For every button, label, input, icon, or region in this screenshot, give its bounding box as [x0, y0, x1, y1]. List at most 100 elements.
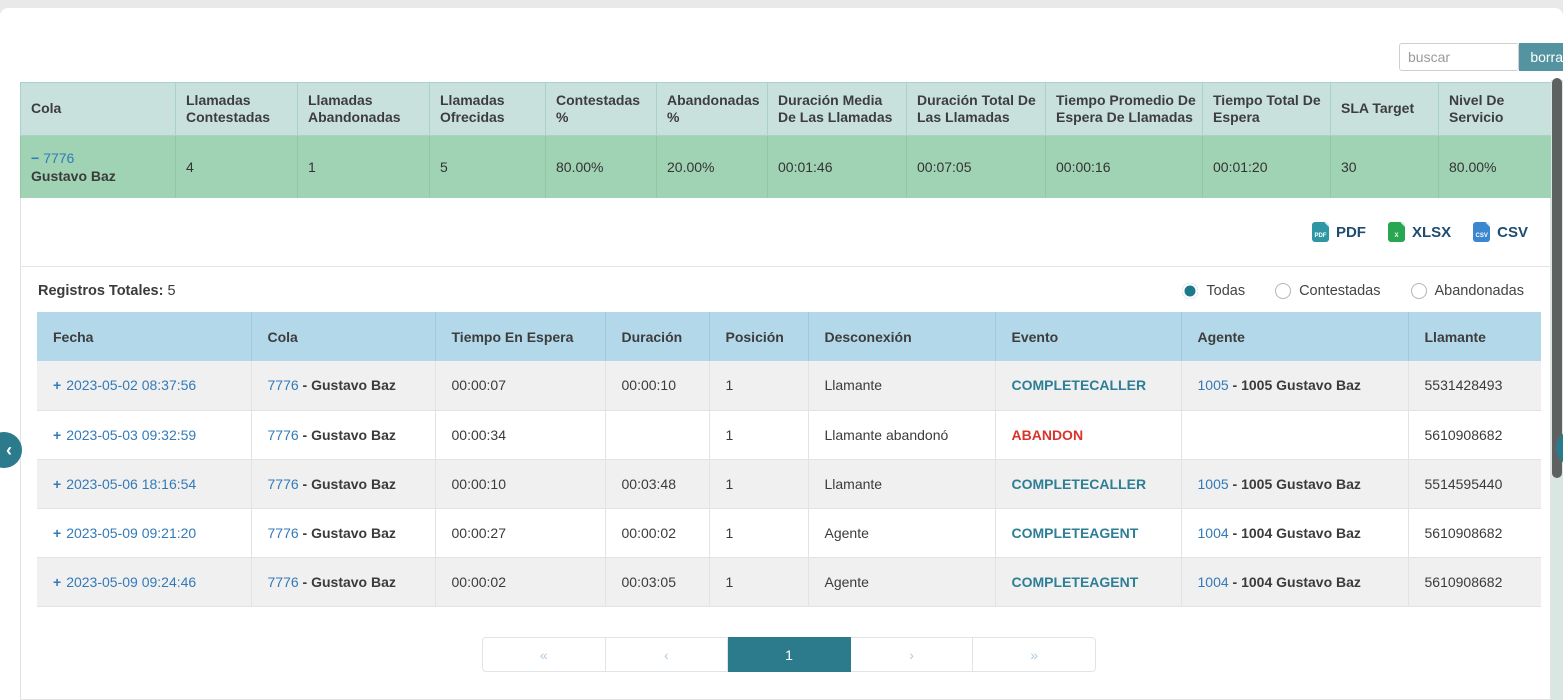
queue-id-link[interactable]: 7776	[267, 377, 299, 394]
export-pdf-button[interactable]: PDF PDF	[1311, 222, 1366, 242]
detail-col-header: Duración	[605, 312, 710, 361]
pagination-page-1-button[interactable]: 1	[728, 637, 851, 672]
queue-id-link[interactable]: 7776	[267, 573, 299, 590]
queue-name: Gustavo Baz	[31, 168, 116, 184]
disconnect-cell: Agente	[808, 557, 996, 607]
expand-row-icon[interactable]: +	[53, 475, 62, 492]
disconnect-cell: Llamante	[808, 361, 996, 411]
summary-col-header: Tiempo Promedio De Espera De Llamadas	[1045, 82, 1203, 136]
panel-collapse-right-button[interactable]: ›	[1556, 430, 1563, 466]
summary-col-header: Llamadas Abandonadas	[297, 82, 430, 136]
summary-value-cell: 30	[1330, 135, 1439, 199]
summary-value-cell: 80.00%	[1438, 135, 1552, 199]
event-cell: ABANDON	[1011, 426, 1084, 443]
call-date-link[interactable]: 2023-05-02 08:37:56	[66, 377, 197, 394]
wait-time-cell: 00:00:07	[435, 361, 606, 411]
queue-id-link[interactable]: 7776	[267, 524, 299, 541]
summary-value-cell: 5	[429, 135, 546, 199]
radio-checked-icon[interactable]	[1182, 283, 1199, 299]
caller-cell: 5610908682	[1408, 508, 1541, 558]
expand-row-icon[interactable]: +	[53, 573, 62, 590]
collapse-queue-icon[interactable]: −	[31, 150, 40, 166]
agent-id-link[interactable]: 1004	[1197, 524, 1229, 541]
export-toolbar: PDF PDF X XLSX CSV CSV	[21, 198, 1550, 266]
summary-col-header: Contestadas %	[545, 82, 657, 136]
wait-time-cell: 00:00:27	[435, 508, 606, 558]
wait-time-cell: 00:00:34	[435, 410, 606, 460]
disconnect-cell: Llamante	[808, 459, 996, 509]
detail-col-header: Evento	[995, 312, 1182, 361]
position-cell: 1	[709, 557, 809, 607]
agent-name: - 1005 Gustavo Baz	[1232, 475, 1361, 492]
detail-col-header: Cola	[251, 312, 436, 361]
expand-row-icon[interactable]: +	[53, 524, 62, 541]
agent-name: - 1004 Gustavo Baz	[1232, 573, 1361, 590]
position-cell: 1	[709, 508, 809, 558]
export-pdf-label: PDF	[1335, 223, 1366, 241]
expand-row-icon[interactable]: +	[53, 377, 62, 394]
caller-cell: 5531428493	[1408, 361, 1541, 411]
duration-cell: 00:03:05	[605, 557, 710, 607]
radio-unchecked-icon[interactable]	[1275, 283, 1292, 299]
event-cell: COMPLETEAGENT	[1011, 573, 1139, 590]
agent-name: - 1005 Gustavo Baz	[1232, 377, 1361, 394]
vertical-scrollbar-thumb[interactable]	[1552, 78, 1562, 478]
duration-cell	[605, 410, 710, 460]
position-cell: 1	[709, 410, 809, 460]
table-row: +2023-05-03 09:32:59 7776 - Gustavo Baz …	[37, 410, 1541, 460]
disconnect-cell: Llamante abandonó	[808, 410, 996, 460]
event-cell: COMPLETEAGENT	[1011, 524, 1139, 541]
panel-collapse-left-button[interactable]: ‹	[0, 432, 22, 468]
queue-id-link[interactable]: 7776	[43, 150, 75, 166]
summary-col-header: Llamadas Ofrecidas	[429, 82, 546, 136]
call-date-link[interactable]: 2023-05-03 09:32:59	[66, 426, 197, 443]
pagination-prev-button[interactable]: ‹	[605, 637, 729, 672]
xlsx-file-icon: X	[1387, 222, 1405, 242]
call-detail-table: Fecha Cola Tiempo En Espera Duración Pos…	[37, 312, 1541, 607]
clear-search-button[interactable]: borrar	[1519, 43, 1563, 71]
queue-id-link[interactable]: 7776	[267, 475, 299, 492]
queue-id-link[interactable]: 7776	[267, 426, 299, 443]
summary-col-header: SLA Target	[1330, 82, 1439, 136]
summary-value-cell: 20.00%	[656, 135, 768, 199]
summary-value-cell: 00:01:20	[1202, 135, 1331, 199]
filter-contestadas-label: Contestadas	[1299, 283, 1381, 299]
chevron-left-icon: ‹	[6, 439, 12, 460]
queue-name: - Gustavo Baz	[302, 426, 396, 443]
position-cell: 1	[709, 361, 809, 411]
summary-col-header: Duración Media De Las Llamadas	[767, 82, 907, 136]
detail-col-header: Desconexión	[808, 312, 996, 361]
summary-value-cell: 00:01:46	[767, 135, 907, 199]
radio-unchecked-icon[interactable]	[1410, 283, 1427, 299]
summary-value-cell: 00:07:05	[906, 135, 1046, 199]
summary-col-header: Duración Total De Las Llamadas	[906, 82, 1046, 136]
detail-col-header: Tiempo En Espera	[435, 312, 606, 361]
agent-id-link[interactable]: 1004	[1197, 573, 1229, 590]
export-csv-button[interactable]: CSV CSV	[1473, 222, 1528, 242]
agent-id-link[interactable]: 1005	[1197, 475, 1229, 492]
filter-todas[interactable]: Todas	[1182, 283, 1245, 299]
call-type-filters: Todas Contestadas Abandonadas	[1182, 283, 1524, 299]
export-csv-label: CSV	[1497, 223, 1528, 241]
queue-name: - Gustavo Baz	[302, 524, 396, 541]
summary-col-header: Llamadas Contestadas	[175, 82, 298, 136]
duration-cell: 00:00:02	[605, 508, 710, 558]
export-xlsx-label: XLSX	[1411, 223, 1452, 241]
filter-abandonadas[interactable]: Abandonadas	[1410, 283, 1524, 299]
search-input[interactable]	[1399, 43, 1519, 71]
summary-header-row: Cola Llamadas Contestadas Llamadas Aband…	[20, 82, 1552, 136]
call-date-link[interactable]: 2023-05-09 09:24:46	[66, 573, 197, 590]
expand-row-icon[interactable]: +	[53, 426, 62, 443]
call-date-link[interactable]: 2023-05-06 18:16:54	[66, 475, 197, 492]
pagination-first-button[interactable]: «	[482, 637, 606, 672]
duration-cell: 00:00:10	[605, 361, 710, 411]
table-row: +2023-05-09 09:21:20 7776 - Gustavo Baz …	[37, 508, 1541, 558]
export-xlsx-button[interactable]: X XLSX	[1387, 222, 1452, 242]
pagination-last-button[interactable]: »	[973, 637, 1096, 672]
queue-name: - Gustavo Baz	[302, 377, 396, 394]
pagination-next-button[interactable]: ›	[850, 637, 974, 672]
agent-id-link[interactable]: 1005	[1197, 377, 1229, 394]
filter-contestadas[interactable]: Contestadas	[1275, 283, 1381, 299]
event-cell: COMPLETECALLER	[1011, 377, 1147, 394]
call-date-link[interactable]: 2023-05-09 09:21:20	[66, 524, 197, 541]
